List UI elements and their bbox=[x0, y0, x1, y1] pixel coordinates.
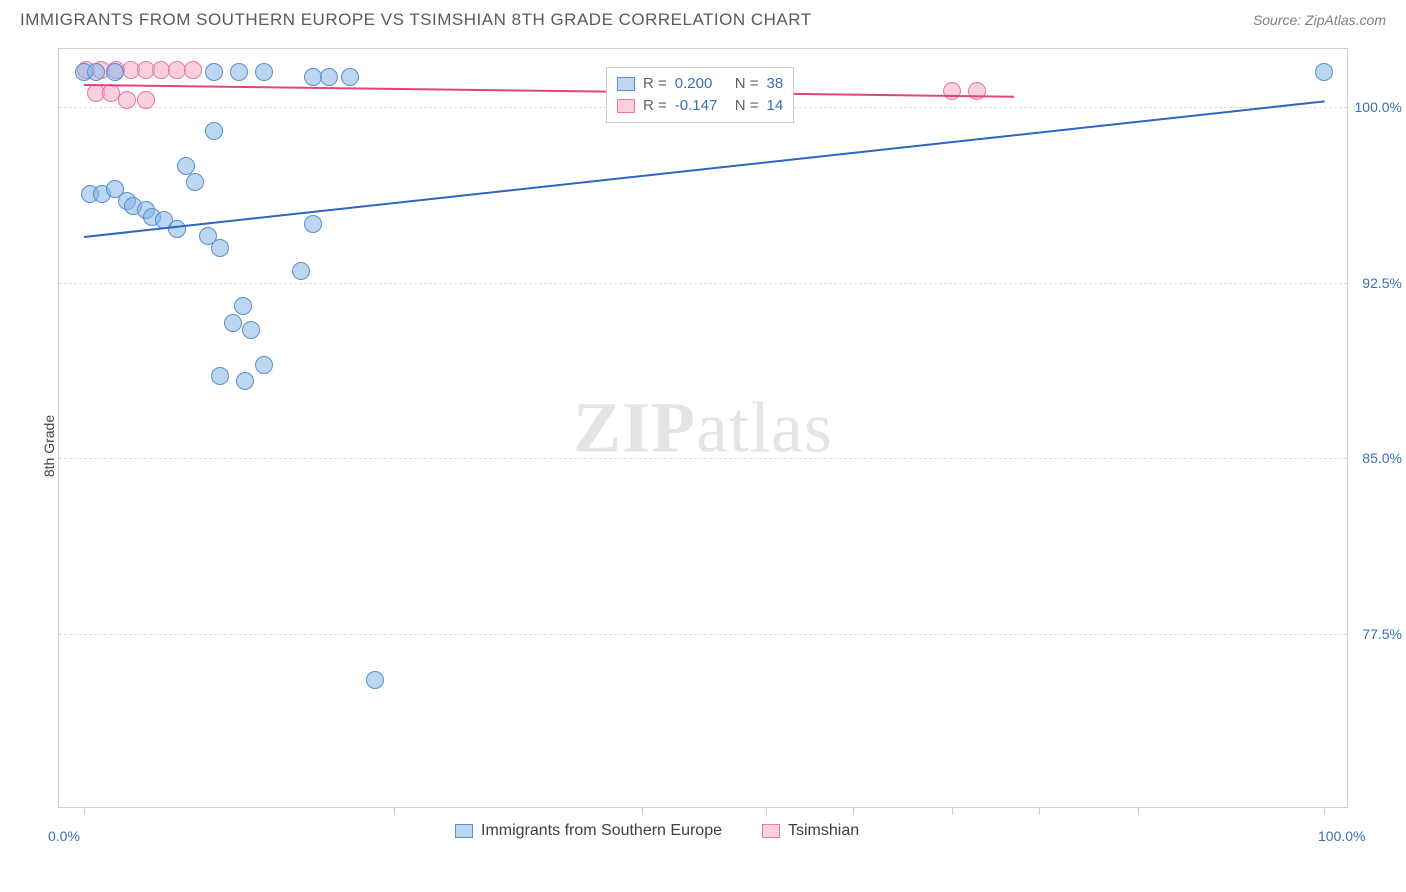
scatter-point bbox=[137, 91, 155, 109]
scatter-point bbox=[236, 372, 254, 390]
gridline bbox=[59, 283, 1347, 284]
n-label: N = bbox=[735, 73, 759, 95]
source-name: ZipAtlas.com bbox=[1305, 12, 1386, 28]
series-legend: Immigrants from Southern Europe Tsimshian bbox=[455, 822, 859, 840]
scatter-point bbox=[255, 63, 273, 81]
xtick-label-max: 100.0% bbox=[1318, 828, 1365, 844]
gridline bbox=[59, 458, 1347, 459]
scatter-point bbox=[341, 68, 359, 86]
scatter-point bbox=[1315, 63, 1333, 81]
ytick-label: 85.0% bbox=[1362, 450, 1402, 466]
scatter-point bbox=[205, 122, 223, 140]
scatter-point bbox=[211, 239, 229, 257]
xtick bbox=[394, 807, 395, 815]
xtick-label-min: 0.0% bbox=[48, 828, 80, 844]
scatter-point bbox=[106, 63, 124, 81]
scatter-point bbox=[168, 220, 186, 238]
legend-item: Immigrants from Southern Europe bbox=[455, 822, 722, 840]
legend-swatch bbox=[762, 824, 780, 838]
trend-line bbox=[84, 84, 1014, 98]
n-label: N = bbox=[735, 95, 759, 117]
ytick-label: 92.5% bbox=[1362, 275, 1402, 291]
scatter-point bbox=[224, 314, 242, 332]
legend-item: Tsimshian bbox=[762, 822, 859, 840]
scatter-point bbox=[234, 297, 252, 315]
scatter-point bbox=[87, 63, 105, 81]
ytick-label: 77.5% bbox=[1362, 626, 1402, 642]
xtick bbox=[642, 807, 643, 815]
legend-swatch bbox=[455, 824, 473, 838]
scatter-point bbox=[366, 671, 384, 689]
scatter-plot: ZIPatlas 77.5%85.0%92.5%100.0%R =0.200N … bbox=[58, 48, 1348, 808]
legend-row: R = 0.200 N = 38 bbox=[617, 73, 783, 95]
scatter-point bbox=[304, 215, 322, 233]
scatter-point bbox=[205, 63, 223, 81]
xtick bbox=[84, 807, 85, 815]
scatter-point bbox=[211, 367, 229, 385]
page-title: IMMIGRANTS FROM SOUTHERN EUROPE VS TSIMS… bbox=[20, 10, 812, 30]
yaxis-label: 8th Grade bbox=[41, 415, 57, 477]
scatter-point bbox=[943, 82, 961, 100]
legend-swatch bbox=[617, 77, 635, 91]
legend-label: Tsimshian bbox=[788, 822, 859, 840]
legend-swatch bbox=[617, 99, 635, 113]
source-attribution: Source: ZipAtlas.com bbox=[1253, 12, 1386, 28]
r-value: 0.200 bbox=[675, 73, 727, 95]
n-value: 14 bbox=[767, 95, 784, 117]
scatter-point bbox=[968, 82, 986, 100]
scatter-point bbox=[118, 91, 136, 109]
xtick bbox=[952, 807, 953, 815]
watermark: ZIPatlas bbox=[573, 387, 833, 470]
ytick-label: 100.0% bbox=[1355, 99, 1402, 115]
scatter-point bbox=[292, 262, 310, 280]
xtick bbox=[766, 807, 767, 815]
scatter-point bbox=[177, 157, 195, 175]
legend-label: Immigrants from Southern Europe bbox=[481, 822, 722, 840]
r-label: R = bbox=[643, 73, 667, 95]
xtick bbox=[1039, 807, 1040, 815]
scatter-point bbox=[320, 68, 338, 86]
scatter-point bbox=[184, 61, 202, 79]
scatter-point bbox=[242, 321, 260, 339]
xtick bbox=[853, 807, 854, 815]
scatter-point bbox=[230, 63, 248, 81]
scatter-point bbox=[255, 356, 273, 374]
legend-row: R = -0.147 N = 14 bbox=[617, 95, 783, 117]
scatter-point bbox=[186, 173, 204, 191]
correlation-legend: R = 0.200 N = 38 R = -0.147 N = 14 bbox=[606, 67, 794, 123]
source-prefix: Source: bbox=[1253, 12, 1305, 28]
n-value: 38 bbox=[767, 73, 784, 95]
xtick bbox=[1324, 807, 1325, 815]
gridline bbox=[59, 634, 1347, 635]
r-label: R = bbox=[643, 95, 667, 117]
xtick bbox=[1138, 807, 1139, 815]
r-value: -0.147 bbox=[675, 95, 727, 117]
